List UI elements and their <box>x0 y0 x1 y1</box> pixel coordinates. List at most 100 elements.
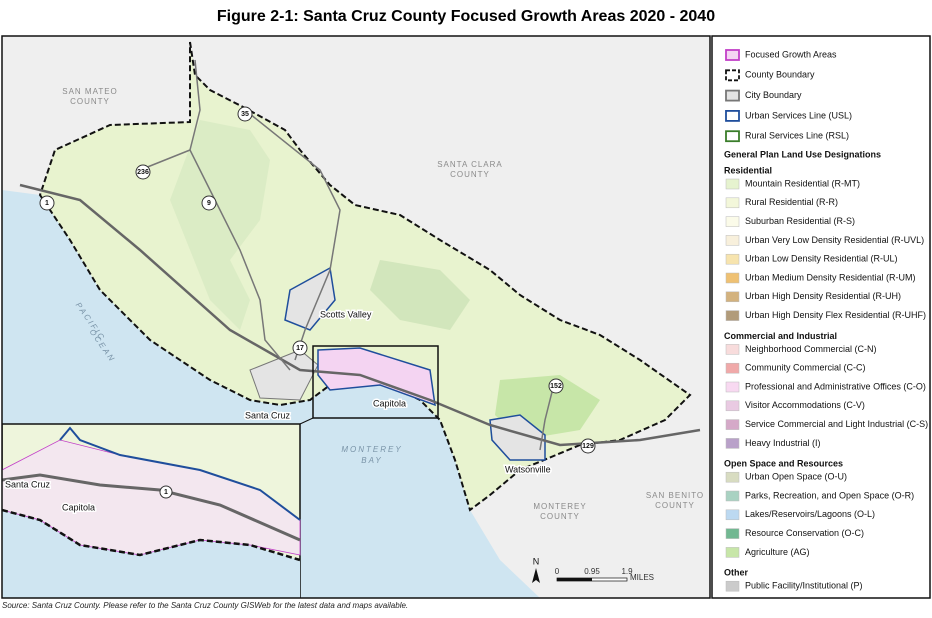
land-use-area <box>370 260 470 330</box>
legend-swatch <box>725 253 740 265</box>
city-label: Capitola <box>373 398 406 408</box>
legend-swatch <box>725 547 740 558</box>
inset-leader <box>299 417 314 425</box>
inset-label: Capitola <box>62 502 95 512</box>
route-shield <box>548 378 564 394</box>
legend-swatch <box>725 528 740 539</box>
legend-label: Service Commercial and Light Industrial … <box>745 419 928 429</box>
legend-swatch <box>725 216 740 227</box>
inset-route-number: 1 <box>164 489 168 496</box>
legend-label: Urban Open Space (O-U) <box>745 472 847 482</box>
region-label: SAN BENITO <box>646 491 704 500</box>
legend-frame <box>711 35 931 599</box>
legend-label: Focused Growth Areas <box>745 49 837 59</box>
legend-label: Visitor Accommodations (C-V) <box>745 400 865 410</box>
legend-swatch <box>725 89 740 102</box>
route-shield <box>292 340 308 356</box>
scale-unit: MILES <box>630 573 654 582</box>
legend-label: Rural Services Line (RSL) <box>745 131 849 141</box>
route-number: 129 <box>582 443 594 450</box>
ocean-label: MONTEREY <box>341 445 402 454</box>
legend-label: Parks, Recreation, and Open Space (O-R) <box>745 490 914 500</box>
source-note: Source: Santa Cruz County. Please refer … <box>2 601 408 610</box>
inset-route-shield <box>159 485 173 499</box>
north-arrow: N <box>532 556 540 583</box>
inset-map: Santa Cruz Capitola 1 <box>2 423 301 598</box>
legend-swatch <box>725 291 740 303</box>
legend-swatch <box>725 509 740 521</box>
scale-tick-label: 0.95 <box>584 567 600 576</box>
route-number: 9 <box>207 200 211 207</box>
legend-group-title: Residential <box>724 165 772 175</box>
north-arrow-shape <box>532 568 540 583</box>
legend-label: Public Facility/Institutional (P) <box>745 581 863 591</box>
region-label: COUNTY <box>540 512 580 521</box>
map-frame <box>1 35 711 599</box>
route-number: 35 <box>241 111 249 118</box>
inset-ocean <box>2 510 300 598</box>
legend-swatch <box>725 130 740 143</box>
map: SAN MATEO COUNTY SANTA CLARA COUNTY PACI… <box>1 35 711 599</box>
legend-label: Urban Low Density Residential (R-UL) <box>745 254 898 264</box>
road <box>244 109 341 361</box>
legend-label: Community Commercial (C-C) <box>745 363 866 373</box>
legend-label: Urban Services Line (USL) <box>745 110 852 120</box>
city-label: Watsonville <box>505 464 551 474</box>
north-label: N <box>533 556 540 566</box>
city-boundary <box>284 266 336 331</box>
inset-usl <box>59 426 301 521</box>
legend-label: City Boundary <box>745 90 802 100</box>
route-number: 17 <box>296 345 304 352</box>
legend-label: Lakes/Reservoirs/Lagoons (O-L) <box>745 509 875 519</box>
route-number: 152 <box>550 383 562 390</box>
legend-label: Resource Conservation (O-C) <box>745 528 864 538</box>
legend-label: Urban High Density Flex Residential (R-U… <box>745 310 926 320</box>
route-number: 236 <box>137 169 149 176</box>
legend-swatch <box>725 69 740 82</box>
city-boundary <box>489 414 546 461</box>
region-label: COUNTY <box>70 97 110 106</box>
inset-extent <box>312 345 439 419</box>
legend-group-title: Open Space and Resources <box>724 459 843 469</box>
legend-label: Rural Residential (R-R) <box>745 197 838 207</box>
route-number: 1 <box>45 200 49 207</box>
route-shield <box>39 195 55 211</box>
route-shields: 35 236 9 1 17 152 129 <box>39 106 596 454</box>
legend-swatch <box>725 419 740 430</box>
road <box>539 379 556 451</box>
legend-label: Neighborhood Commercial (C-N) <box>745 344 877 354</box>
region-label: MONTEREY <box>533 502 586 511</box>
legend-swatch <box>725 178 740 190</box>
legend: Focused Growth Areas County Boundary City … <box>711 35 931 599</box>
legend-swatch <box>725 310 740 321</box>
legend-label: Agriculture (AG) <box>745 547 810 557</box>
legend-swatch <box>725 381 740 393</box>
legend-swatch <box>725 490 740 502</box>
legend-swatch <box>725 362 740 374</box>
legend-label: Urban Very Low Density Residential (R-UV… <box>745 235 924 245</box>
legend-label: Urban High Density Residential (R-UH) <box>745 291 901 301</box>
legend-label: Mountain Residential (R-MT) <box>745 178 860 188</box>
inset-label: Santa Cruz <box>5 479 51 489</box>
city-label: Santa Cruz <box>245 410 291 420</box>
region-label: SANTA CLARA <box>437 160 503 169</box>
scale-bar-segment <box>557 578 592 581</box>
region-label: COUNTY <box>655 501 695 510</box>
legend-swatch <box>725 400 740 412</box>
route-shield <box>580 438 596 454</box>
route-shield <box>135 164 151 180</box>
legend-label: Suburban Residential (R-S) <box>745 216 855 226</box>
legend-swatch <box>725 110 740 122</box>
legend-label: County Boundary <box>745 70 815 80</box>
legend-swatch <box>725 49 740 61</box>
road <box>189 59 291 371</box>
route-shield <box>201 195 217 211</box>
land-use-area <box>170 120 270 330</box>
legend-swatch <box>725 197 740 209</box>
inset-county-boundary <box>2 508 301 562</box>
legend-swatch <box>725 235 740 246</box>
legend-swatch <box>725 344 740 355</box>
